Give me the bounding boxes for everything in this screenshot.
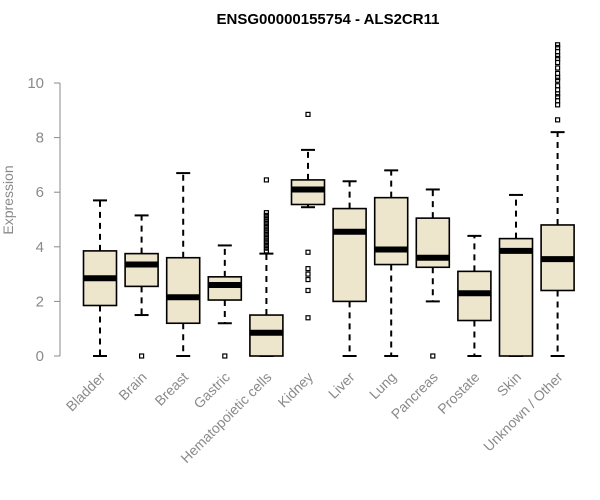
box-group [207, 244, 243, 359]
x-tick-label: Skin [494, 369, 525, 400]
outlier-point [305, 266, 311, 272]
outlier-point [554, 70, 561, 77]
outlier-point [263, 177, 269, 183]
outlier-point [554, 44, 561, 51]
box-group [249, 177, 284, 357]
x-tick-label: Prostate [434, 369, 482, 417]
outlier-point [263, 245, 269, 251]
box [207, 276, 243, 301]
outlier-point [263, 218, 269, 224]
outlier-point [554, 59, 561, 66]
outlier-point [263, 226, 269, 232]
plot-area [82, 42, 575, 359]
x-tick-label: Liver [325, 369, 358, 402]
outlier-point [305, 315, 311, 321]
outlier-point [554, 102, 561, 108]
y-tick-label: 4 [36, 239, 44, 256]
outlier-point [263, 234, 269, 240]
y-tick-label: 6 [36, 184, 44, 201]
outlier-point [139, 353, 145, 359]
box-group [165, 172, 201, 357]
outlier-point [305, 287, 311, 294]
outlier-point [263, 210, 269, 216]
outlier-point [263, 240, 269, 246]
y-axis: 0 2 4 6 8 10 [27, 75, 61, 365]
outlier-point [305, 249, 311, 255]
outlier-point [263, 212, 269, 219]
outlier-point [305, 111, 311, 117]
outlier-point [263, 231, 269, 238]
outlier-point [554, 53, 561, 59]
chart-title: ENSG00000155754 - ALS2CR11 [217, 11, 440, 28]
box-group [415, 188, 451, 359]
box-group [290, 111, 326, 321]
outlier-point [263, 248, 269, 254]
outlier-point [554, 83, 561, 89]
outlier-point [554, 94, 561, 100]
outlier-point [263, 215, 269, 221]
outlier-point [554, 91, 561, 97]
box-group [124, 214, 159, 359]
box-group [457, 234, 492, 357]
y-tick-label: 2 [36, 293, 44, 310]
outlier-point [222, 353, 228, 359]
box-group [332, 180, 367, 357]
box-group [540, 42, 575, 357]
box-group [373, 169, 409, 357]
box [373, 196, 409, 266]
outlier-point [554, 49, 561, 55]
outlier-point [305, 271, 311, 277]
outlier-point [554, 77, 561, 83]
x-tick-label: Brain [115, 369, 149, 403]
box-group [498, 193, 534, 357]
y-tick-label: 8 [36, 130, 44, 147]
outlier-point [263, 220, 269, 227]
x-tick-label: Unknown / Other [480, 369, 566, 455]
box [124, 252, 159, 288]
outlier-point [554, 74, 561, 81]
outlier-point [263, 223, 269, 229]
x-tick-label: Breast [151, 369, 191, 409]
box [332, 207, 367, 303]
outlier-point [554, 117, 561, 123]
x-tick-label: Bladder [63, 369, 109, 415]
outlier-point [554, 98, 561, 104]
box-group [82, 199, 118, 357]
box [498, 237, 534, 357]
y-tick-label: 10 [27, 75, 44, 92]
box [165, 256, 201, 325]
outlier-point [305, 276, 311, 283]
x-tick-label: Lung [366, 369, 399, 402]
outlier-point [554, 65, 561, 71]
outlier-point [263, 242, 269, 249]
outlier-point [554, 55, 561, 62]
outlier-point [263, 229, 269, 235]
y-tick-label: 0 [36, 348, 44, 365]
outlier-point [430, 353, 436, 359]
outlier-point [263, 237, 269, 243]
x-tick-label: Kidney [275, 369, 317, 411]
outlier-point [554, 42, 561, 48]
outlier-point [554, 87, 561, 93]
y-axis-label: Expression [0, 165, 16, 234]
